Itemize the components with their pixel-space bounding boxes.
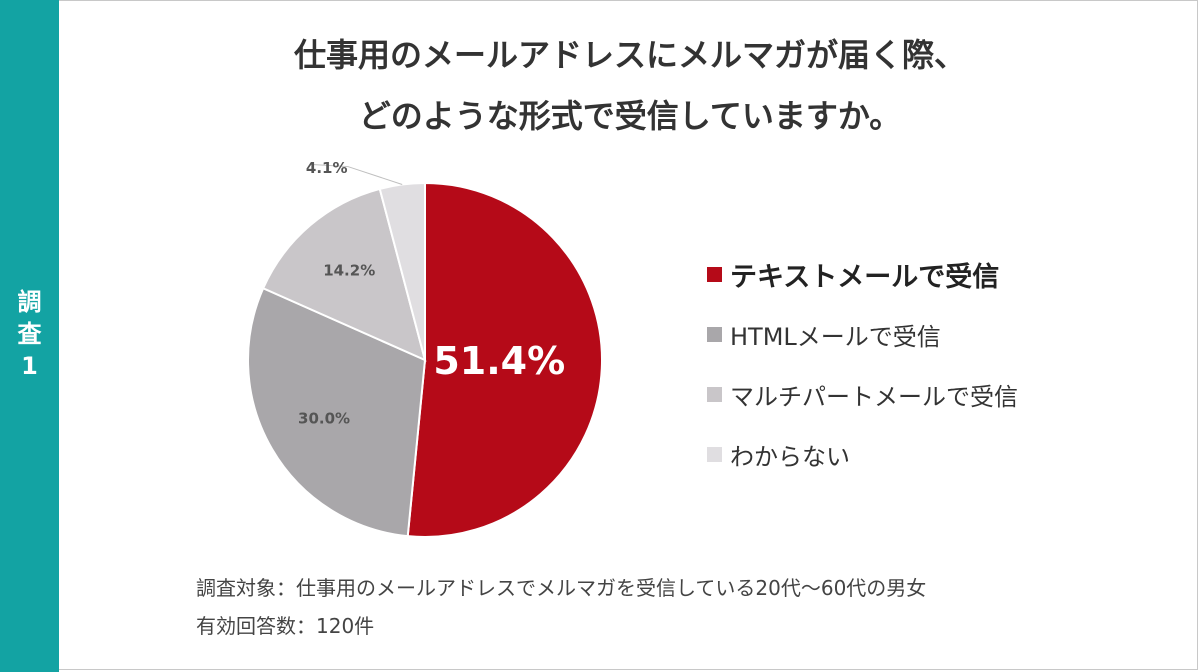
pie-slice-4 bbox=[378, 181, 426, 361]
legend-label-2: HTMLメールで受信 bbox=[730, 322, 941, 351]
side-tab: 調 査 1 bbox=[0, 0, 59, 672]
chart-title-line-1: 仕事用のメールアドレスにメルマガが届く際、 bbox=[293, 36, 966, 74]
response-count-note: 有効回答数：120件 bbox=[196, 614, 375, 638]
slice-value-label-2: 30.0% bbox=[298, 409, 350, 427]
pie-slice-3 bbox=[261, 187, 427, 362]
side-tab-label: 調 査 1 bbox=[17, 288, 42, 380]
leader-line-4 bbox=[311, 164, 403, 185]
chart-title-line-2: どのような形式で受信していますか。 bbox=[358, 97, 902, 135]
pie-slice-1 bbox=[406, 181, 603, 538]
slice-value-label-1: 51.4% bbox=[433, 339, 565, 383]
chart-legend: テキストメールで受信 HTMLメールで受信マルチパートメールで受信 わからない bbox=[707, 252, 1018, 492]
legend-item-1: テキストメールで受信 bbox=[707, 252, 1018, 296]
legend-label-4: わからない bbox=[730, 442, 850, 471]
legend-label-1: テキストメールで受信 bbox=[730, 261, 1000, 293]
legend-swatch-4 bbox=[707, 446, 722, 462]
legend-item-2: HTMLメールで受信 bbox=[707, 312, 1018, 356]
survey-target-note: 調査対象：仕事用のメールアドレスでメルマガを受信している20代～60代の男女 bbox=[196, 576, 927, 600]
slice-value-label-3: 14.2% bbox=[323, 262, 375, 280]
legend-item-4: わからない bbox=[707, 432, 1018, 476]
pie-chart: 51.4% 30.0% 14.2% 4.1% bbox=[247, 160, 603, 538]
legend-swatch-3 bbox=[707, 386, 722, 402]
slice-value-label-4: 4.1% bbox=[306, 160, 348, 177]
legend-swatch-2 bbox=[707, 326, 722, 342]
legend-label-3: マルチパートメールで受信 bbox=[730, 382, 1018, 411]
legend-swatch-1 bbox=[707, 266, 722, 282]
legend-item-3: マルチパートメールで受信 bbox=[707, 372, 1018, 416]
pie-slice-2 bbox=[247, 286, 427, 538]
